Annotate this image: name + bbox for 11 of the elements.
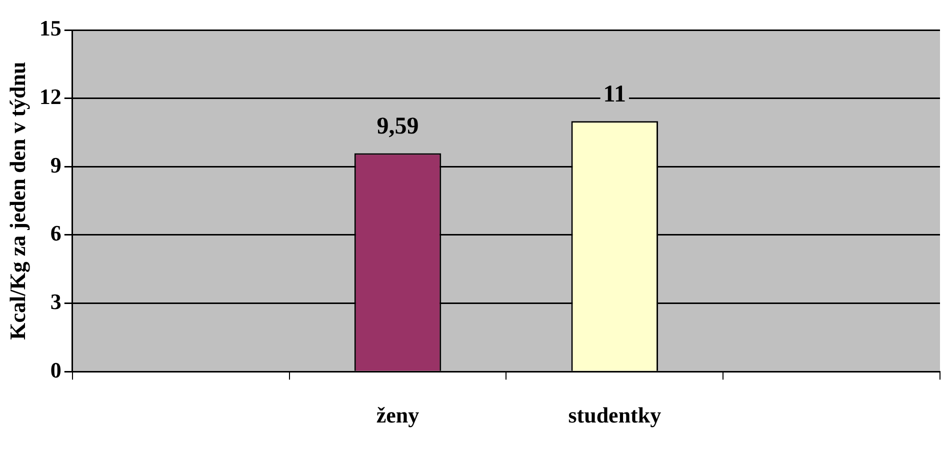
y-tick-label: 0 — [50, 357, 62, 382]
x-tick-label: studentky — [568, 402, 662, 428]
y-tick-label: 9 — [50, 152, 62, 178]
data-label: 9,59 — [376, 113, 419, 140]
y-tick-label: 6 — [50, 220, 62, 246]
y-axis-title: Kcal/Kg za jeden den v týdnu — [4, 62, 30, 340]
y-tick-label: 12 — [39, 84, 62, 110]
y-tick-label: 15 — [39, 16, 62, 41]
data-label: 11 — [603, 81, 626, 108]
x-tick-label: ženy — [376, 402, 420, 428]
y-tick-label: 3 — [50, 288, 62, 314]
